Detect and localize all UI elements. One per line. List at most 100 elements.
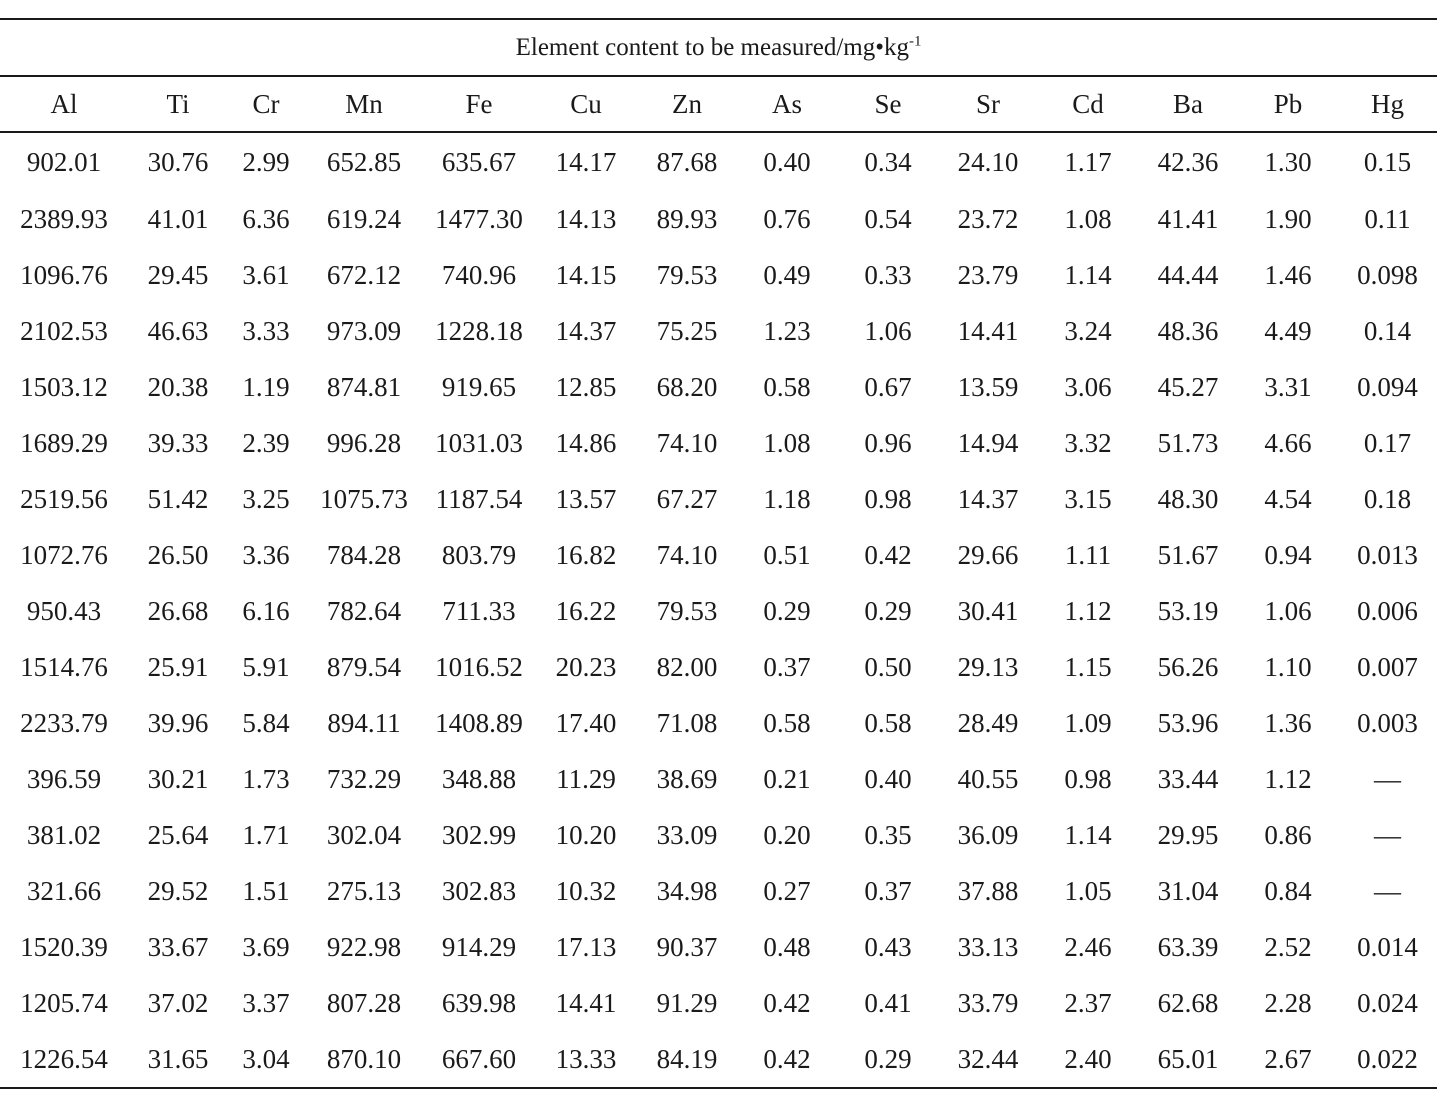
table-cell-fe: 711.33 (442, 595, 516, 626)
table-cell-ba: 63.39 (1157, 931, 1219, 962)
table-cell-hg: 0.006 (1357, 595, 1418, 626)
table-cell-cd: 3.32 (1064, 427, 1112, 458)
table-cell-ti: 51.42 (147, 483, 209, 514)
table-cell-cd: 0.98 (1064, 763, 1112, 794)
table-cell-cd: 2.37 (1064, 987, 1112, 1018)
table-cell-ba: 45.27 (1157, 371, 1219, 402)
table-cell-al: 1096.76 (20, 259, 108, 290)
table-cell-ti: 46.63 (147, 315, 209, 346)
table-cell-al: 381.02 (26, 819, 102, 850)
table-cell-fe: 1187.54 (435, 483, 523, 514)
table-cell-hg: 0.18 (1363, 483, 1412, 514)
table-cell-sr: 36.09 (957, 819, 1019, 850)
table-cell-fe: 803.79 (441, 539, 517, 570)
table-cell-pb: 0.86 (1264, 819, 1312, 850)
table-cell-cr: 3.33 (242, 315, 290, 346)
table-cell-zn: 82.00 (656, 651, 718, 682)
table-cell-sr: 33.13 (957, 931, 1019, 962)
table-cell-cr: 3.36 (242, 539, 290, 570)
table-cell-sr: 37.88 (957, 875, 1019, 906)
table-cell-al: 1689.29 (20, 427, 108, 458)
table-cell-se: 0.40 (864, 763, 912, 794)
table-row: 1520.39 33.67 3.69 922.98 914.29 17.13 90.37 0.… (0, 919, 1437, 975)
table-cell-cu: 17.13 (555, 931, 617, 962)
table-cell-fe: 302.83 (441, 875, 517, 906)
column-header-hg: Hg (1338, 76, 1438, 133)
table-cell-cd: 3.24 (1064, 315, 1112, 346)
table-cell-zn: 90.37 (656, 931, 718, 962)
table-cell-ti: 29.45 (147, 259, 209, 290)
table-cell-se: 0.29 (838, 1031, 938, 1089)
table-caption: Element content to be measured/mg•kg-1 (0, 18, 1438, 77)
table-cell-hg: 0.094 (1357, 371, 1418, 402)
table-cell-pb: 2.52 (1264, 931, 1312, 962)
table-cell-se: 0.58 (864, 707, 912, 738)
table-cell-cu: 10.20 (555, 819, 617, 850)
table-cell-ba: 48.36 (1157, 315, 1219, 346)
table-cell-hg: 0.15 (1363, 146, 1412, 177)
column-header-ba: Ba (1138, 76, 1238, 133)
table-cell-zn: 74.10 (656, 427, 718, 458)
table-cell-pb: 4.54 (1264, 483, 1312, 514)
table-cell-hg: — (1374, 875, 1402, 906)
table-cell-se: 0.67 (864, 371, 912, 402)
table-cell-sr: 30.41 (957, 595, 1019, 626)
table-cell-pb: 1.90 (1264, 203, 1312, 234)
table-cell-hg: 0.11 (1364, 203, 1411, 234)
table-cell-hg: 0.013 (1357, 539, 1418, 570)
table-row: 321.66 29.52 1.51 275.13 302.83 10.32 34.98 0.2… (0, 863, 1437, 919)
table-cell-cr: 1.19 (242, 371, 290, 402)
table-cell-pb: 4.66 (1264, 427, 1312, 458)
table-cell-cr: 5.91 (242, 651, 290, 682)
table-cell-hg: 0.14 (1363, 315, 1412, 346)
table-cell-cu: 14.17 (555, 146, 617, 177)
table-cell-sr: 13.59 (957, 371, 1019, 402)
column-header-mn: Mn (304, 76, 424, 133)
element-content-table: Element content to be measured/mg•kg-1 A… (0, 18, 1438, 1089)
table-cell-cu: 14.37 (555, 315, 617, 346)
table-cell-cr: 3.61 (242, 259, 290, 290)
table-cell-ti: 30.21 (147, 763, 209, 794)
table-caption-superscript: -1 (908, 33, 922, 50)
table-cell-ti: 41.01 (147, 203, 209, 234)
table-cell-cd: 1.14 (1064, 819, 1112, 850)
table-cell-as: 0.48 (763, 931, 811, 962)
table-caption-text: Element content to be measured/mg•kg (515, 33, 909, 61)
table-cell-mn: 996.28 (326, 427, 402, 458)
table-cell-zn: 79.53 (656, 259, 718, 290)
table-cell-ba: 62.68 (1157, 987, 1219, 1018)
column-header-as: As (736, 76, 838, 133)
table-cell-mn: 807.28 (326, 987, 402, 1018)
table-cell-hg: 0.17 (1363, 427, 1412, 458)
table-row: 1689.29 39.33 2.39 996.28 1031.03 14.86 74.10 1… (0, 415, 1437, 471)
table-cell-zn: 84.19 (638, 1031, 736, 1089)
table-cell-zn: 71.08 (656, 707, 718, 738)
table-cell-fe: 1228.18 (435, 315, 523, 346)
table-row: 1205.74 37.02 3.37 807.28 639.98 14.41 91.29 0.… (0, 975, 1437, 1031)
table-cell-as: 0.76 (763, 203, 811, 234)
table-cell-zn: 33.09 (656, 819, 718, 850)
table-cell-mn: 672.12 (326, 259, 402, 290)
table-cell-al: 1520.39 (20, 931, 108, 962)
table-cell-ba: 65.01 (1138, 1031, 1238, 1089)
table-cell-ba: 53.19 (1157, 595, 1219, 626)
table-cell-cr: 1.73 (242, 763, 290, 794)
table-cell-se: 0.35 (864, 819, 912, 850)
table-cell-ti: 20.38 (147, 371, 209, 402)
table-cell-as: 1.18 (763, 483, 811, 514)
table-cell-sr: 33.79 (957, 987, 1019, 1018)
table-cell-ti: 31.65 (128, 1031, 228, 1089)
table-cell-pb: 2.67 (1238, 1031, 1338, 1089)
table-cell-cu: 14.15 (555, 259, 617, 290)
table-cell-sr: 32.44 (938, 1031, 1038, 1089)
table-cell-ba: 48.30 (1157, 483, 1219, 514)
table-cell-al: 950.43 (26, 595, 102, 626)
table-cell-ba: 51.67 (1157, 539, 1219, 570)
table-cell-ti: 25.91 (147, 651, 209, 682)
table-cell-cu: 14.13 (555, 203, 617, 234)
table-cell-al: 321.66 (26, 875, 102, 906)
table-cell-al: 1072.76 (20, 539, 108, 570)
column-header-zn: Zn (638, 76, 736, 133)
table-cell-al: 2233.79 (20, 707, 108, 738)
table-cell-pb: 3.31 (1264, 371, 1312, 402)
